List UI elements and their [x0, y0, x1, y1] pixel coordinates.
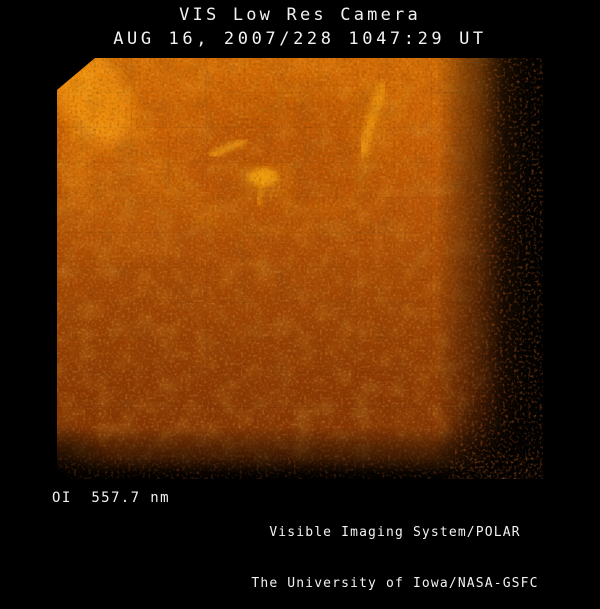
camera-title: VIS Low Res Camera — [179, 5, 421, 25]
credit-block: Visible Imaging System/POLAR The Univers… — [248, 490, 542, 609]
header: VIS Low Res Camera AUG 16, 2007/228 1047… — [0, 3, 600, 51]
aurora-image — [57, 58, 543, 479]
wavelength-label: OI 557.7 nm — [52, 490, 170, 506]
observation-timestamp: AUG 16, 2007/228 1047:29 UT — [113, 29, 487, 49]
credit-system: Visible Imaging System/POLAR — [269, 525, 521, 540]
credit-institution: The University of Iowa/NASA-GSFC — [251, 576, 539, 591]
